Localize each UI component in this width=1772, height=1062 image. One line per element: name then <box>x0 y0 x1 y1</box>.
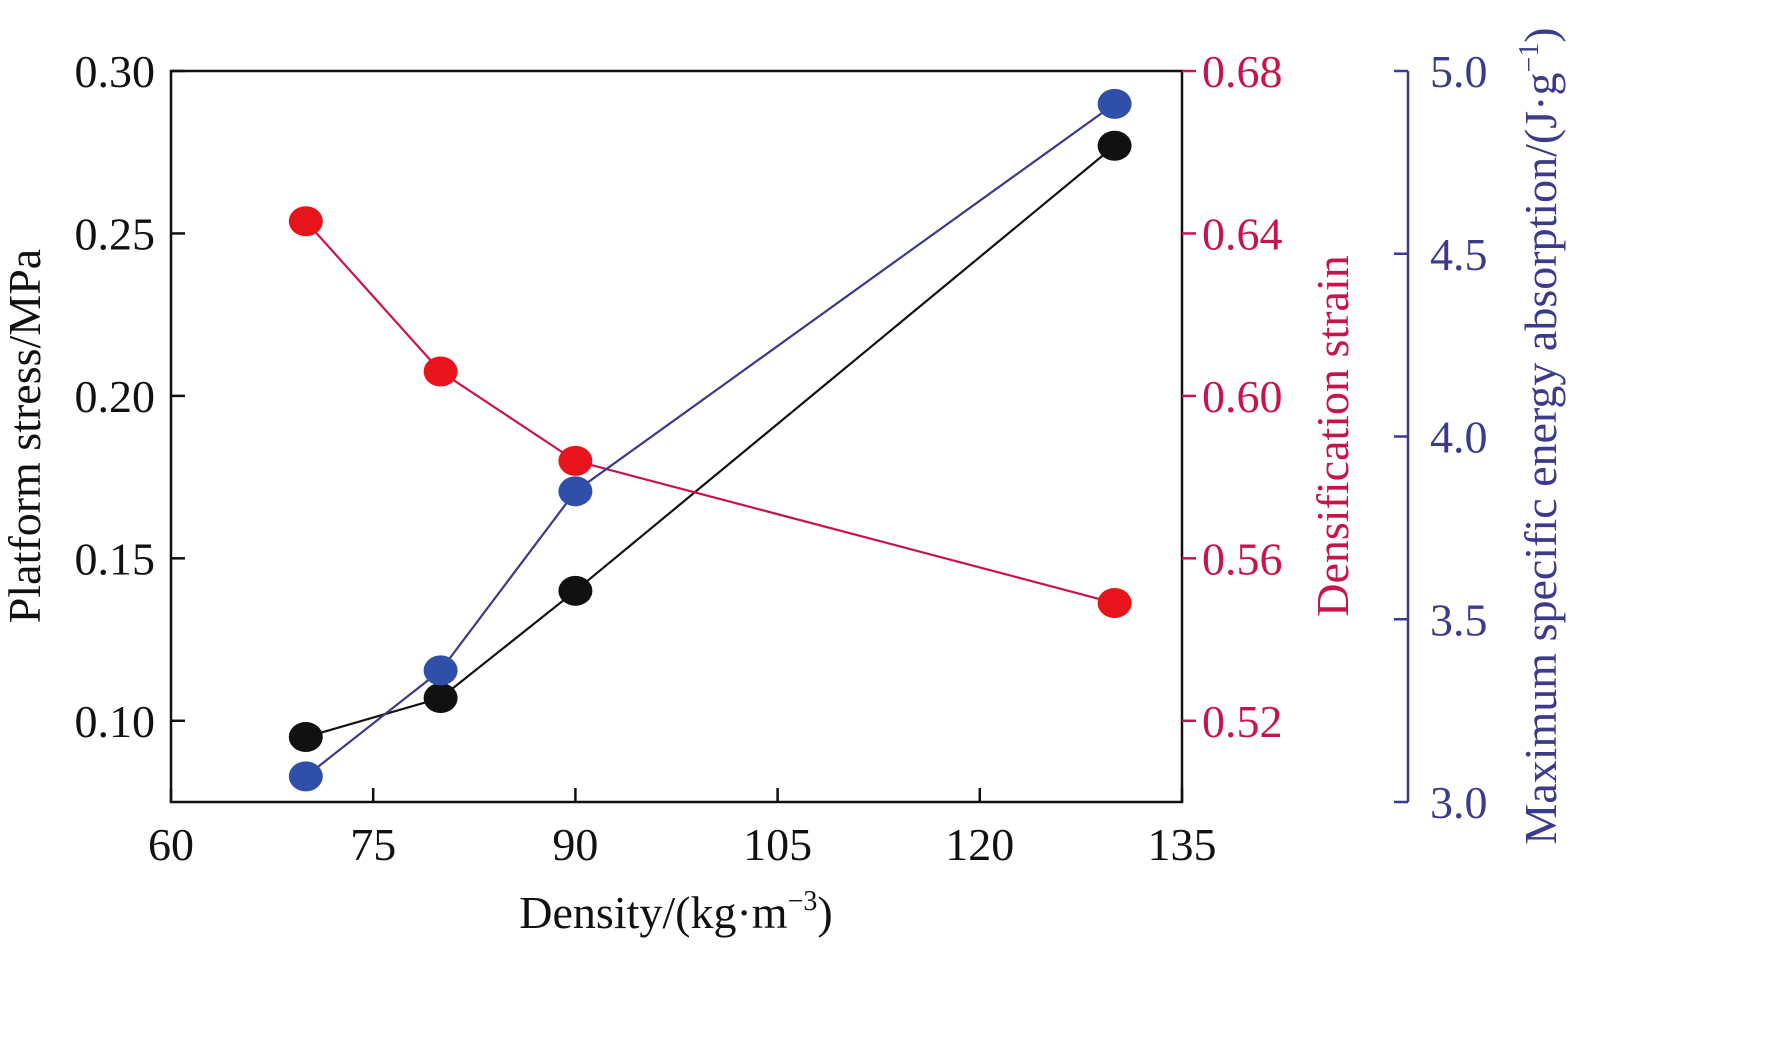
energy-absorption-line <box>305 103 1116 778</box>
y-right2-axis-title: Maximum specific energy absorption/(J·g−… <box>1514 27 1566 844</box>
plot-area-border <box>169 69 1184 804</box>
x-tick-label: 135 <box>1148 819 1217 870</box>
densification-strain-point <box>288 206 323 237</box>
x-tick-label: 60 <box>148 819 194 870</box>
y-right1-tick-label: 0.64 <box>1202 208 1283 259</box>
x-tick-label: 105 <box>743 819 812 870</box>
y-left-tick-label: 0.15 <box>75 533 156 584</box>
y-right2-tick-label: 4.5 <box>1430 229 1488 280</box>
platform-stress-point <box>288 722 323 753</box>
y-left-axis-title: Platform stress/MPa <box>0 249 50 623</box>
densification-strain-point <box>423 356 458 387</box>
x-axis-title: Density/(kg·m−3) <box>519 886 832 938</box>
y-right1-tick-label: 0.60 <box>1202 371 1283 422</box>
y-left-tick-label: 0.25 <box>75 208 156 259</box>
y-right2-axis-ticks: 3.0 3.5 4.0 4.5 5.0 <box>1394 46 1488 828</box>
platform-stress-point <box>423 683 458 714</box>
platform-stress-line <box>305 144 1116 739</box>
y-right2-axis-title-end: ) <box>1515 27 1566 42</box>
x-axis-title-main: Density/(kg·m <box>519 887 788 938</box>
y-left-tick-label: 0.20 <box>75 371 156 422</box>
series-markers <box>288 88 1132 792</box>
energy-absorption-point <box>288 761 323 792</box>
y-right1-tick-label: 0.56 <box>1202 533 1283 584</box>
series-lines <box>304 103 1116 778</box>
y-left-tick-label: 0.30 <box>75 46 156 97</box>
platform-stress-point <box>558 575 593 606</box>
y-right2-tick-label: 4.0 <box>1430 412 1488 463</box>
y-right1-axis-title: Densification strain <box>1307 255 1358 617</box>
y-right2-tick-label: 3.0 <box>1430 777 1488 828</box>
y-right2-axis-title-main: Maximum specific energy absorption/(J·g <box>1515 73 1566 845</box>
x-axis-title-sup: −3 <box>788 886 818 917</box>
x-tick-label: 120 <box>945 819 1014 870</box>
x-axis-title-end: ) <box>817 887 832 938</box>
platform-stress-point <box>1097 130 1132 161</box>
energy-absorption-point <box>423 655 458 686</box>
y-right1-axis-ticks: 0.52 0.56 0.60 0.64 0.68 <box>1182 46 1283 747</box>
densification-strain-point <box>558 445 593 476</box>
y-right1-tick-label: 0.68 <box>1202 46 1283 97</box>
y-right1-tick-label: 0.52 <box>1202 696 1283 747</box>
y-right2-axis-title-sup: −1 <box>1514 43 1545 73</box>
energy-absorption-point <box>558 476 593 507</box>
plot-frame <box>169 69 1184 804</box>
densification-strain-point <box>1097 588 1132 619</box>
energy-absorption-point <box>1097 88 1132 119</box>
x-tick-label: 90 <box>552 819 598 870</box>
y-right2-tick-label: 5.0 <box>1430 46 1488 97</box>
densification-strain-line <box>304 220 1115 605</box>
y-left-tick-label: 0.10 <box>75 696 156 747</box>
x-axis-ticks: 60 75 90 105 120 135 <box>148 788 1217 870</box>
y-left-axis-ticks: 0.10 0.15 0.20 0.25 0.30 <box>75 46 185 747</box>
y-right2-tick-label: 3.5 <box>1430 594 1488 645</box>
x-tick-label: 75 <box>350 819 396 870</box>
